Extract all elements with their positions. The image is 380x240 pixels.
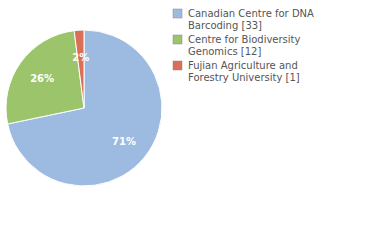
data-label: 2% [72,52,89,63]
legend: Canadian Centre for DNABarcoding [33] Cen… [173,8,314,83]
legend-label: Centre for BiodiversityGenomics [12] [188,34,301,57]
data-label: 26% [30,73,54,84]
pie-slice [6,31,84,124]
data-labels: 71% 26% 2% [30,52,136,147]
pie-slice [74,30,84,108]
legend-label: Canadian Centre for DNABarcoding [33] [188,8,314,31]
pie [6,30,162,186]
legend-label: Fujian Agriculture andForestry Universit… [188,60,300,83]
data-label: 71% [112,136,136,147]
chart: 71% 26% 2% Canadian Centre for DNABarcoding… [0,0,380,240]
legend-swatch [173,9,182,18]
legend-swatch [173,35,182,44]
legend-swatch [173,61,182,70]
